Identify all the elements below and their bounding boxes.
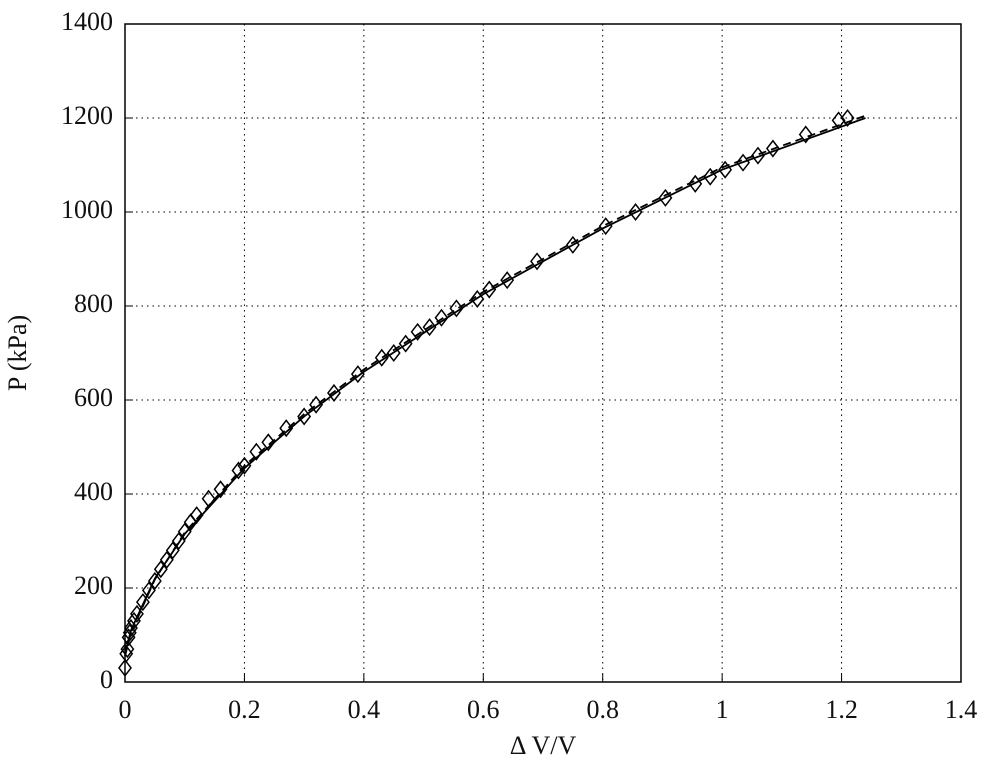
- data-point: [177, 522, 192, 541]
- x-axis-label: Δ V/V: [510, 731, 577, 760]
- x-tick-label: 0.2: [228, 695, 261, 724]
- data-point: [765, 139, 780, 158]
- data-point: [159, 550, 174, 569]
- y-tick-label: 0: [100, 665, 113, 694]
- x-tick-label: 0.6: [467, 695, 500, 724]
- data-point: [422, 318, 437, 337]
- y-tick-label: 1200: [61, 101, 113, 130]
- x-tick-label: 1.2: [825, 695, 858, 724]
- data-point: [249, 442, 264, 461]
- x-tick-label: 0.8: [586, 695, 619, 724]
- y-tick-label: 400: [74, 477, 113, 506]
- data-point: [153, 560, 168, 579]
- y-tick-label: 200: [74, 571, 113, 600]
- data-point: [165, 541, 180, 560]
- data-point: [237, 456, 252, 475]
- y-tick-label: 600: [74, 383, 113, 412]
- x-tick-label: 1.4: [945, 695, 978, 724]
- data-point: [500, 271, 515, 290]
- data-point: [189, 506, 204, 525]
- data-point: [530, 252, 544, 271]
- data-point: [135, 593, 150, 612]
- y-tick-label: 1000: [61, 195, 113, 224]
- fit-line: [124, 114, 866, 657]
- data-point: [434, 308, 449, 327]
- data-point: [118, 658, 132, 677]
- data-point: [410, 322, 425, 341]
- plot-frame: [124, 23, 962, 683]
- x-tick-label: 0.4: [348, 695, 381, 724]
- x-tick-label: 1: [716, 695, 729, 724]
- x-tick-label: 0: [119, 695, 132, 724]
- data-point: [120, 640, 135, 659]
- data-point: [798, 125, 813, 144]
- data-point: [840, 108, 855, 128]
- data-point: [141, 581, 156, 600]
- fit-line: [124, 117, 866, 655]
- y-tick-label: 800: [74, 289, 113, 318]
- y-tick-label: 1400: [61, 7, 113, 36]
- data-point: [327, 383, 341, 402]
- data-point: [129, 604, 144, 623]
- y-axis-label: P (kPa): [3, 315, 32, 391]
- data-point: [261, 433, 276, 452]
- data-point: [147, 571, 162, 590]
